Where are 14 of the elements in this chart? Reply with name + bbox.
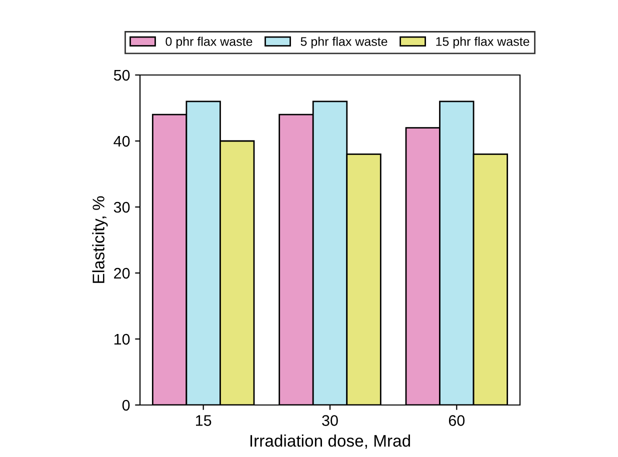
legend-label: 5 phr flax waste xyxy=(300,36,388,48)
x-axis-title: Irradiation dose, Mrad xyxy=(250,434,410,449)
y-tick-label: 40 xyxy=(114,136,130,147)
y-tick-label: 0 xyxy=(122,400,130,411)
y-axis-title: Elasticity, % xyxy=(92,196,108,283)
x-tick-label: 30 xyxy=(322,415,338,426)
y-tick-label: 30 xyxy=(114,202,130,213)
x-tick-label: 60 xyxy=(448,415,465,426)
y-tick-label: 10 xyxy=(114,334,130,345)
x-tick-label: 15 xyxy=(196,415,212,426)
legend-label: 0 phr flax waste xyxy=(166,36,252,48)
y-tick-label: 20 xyxy=(114,268,130,279)
legend-label: 15 phr flax waste xyxy=(436,36,530,48)
y-tick-label: 50 xyxy=(114,70,130,81)
